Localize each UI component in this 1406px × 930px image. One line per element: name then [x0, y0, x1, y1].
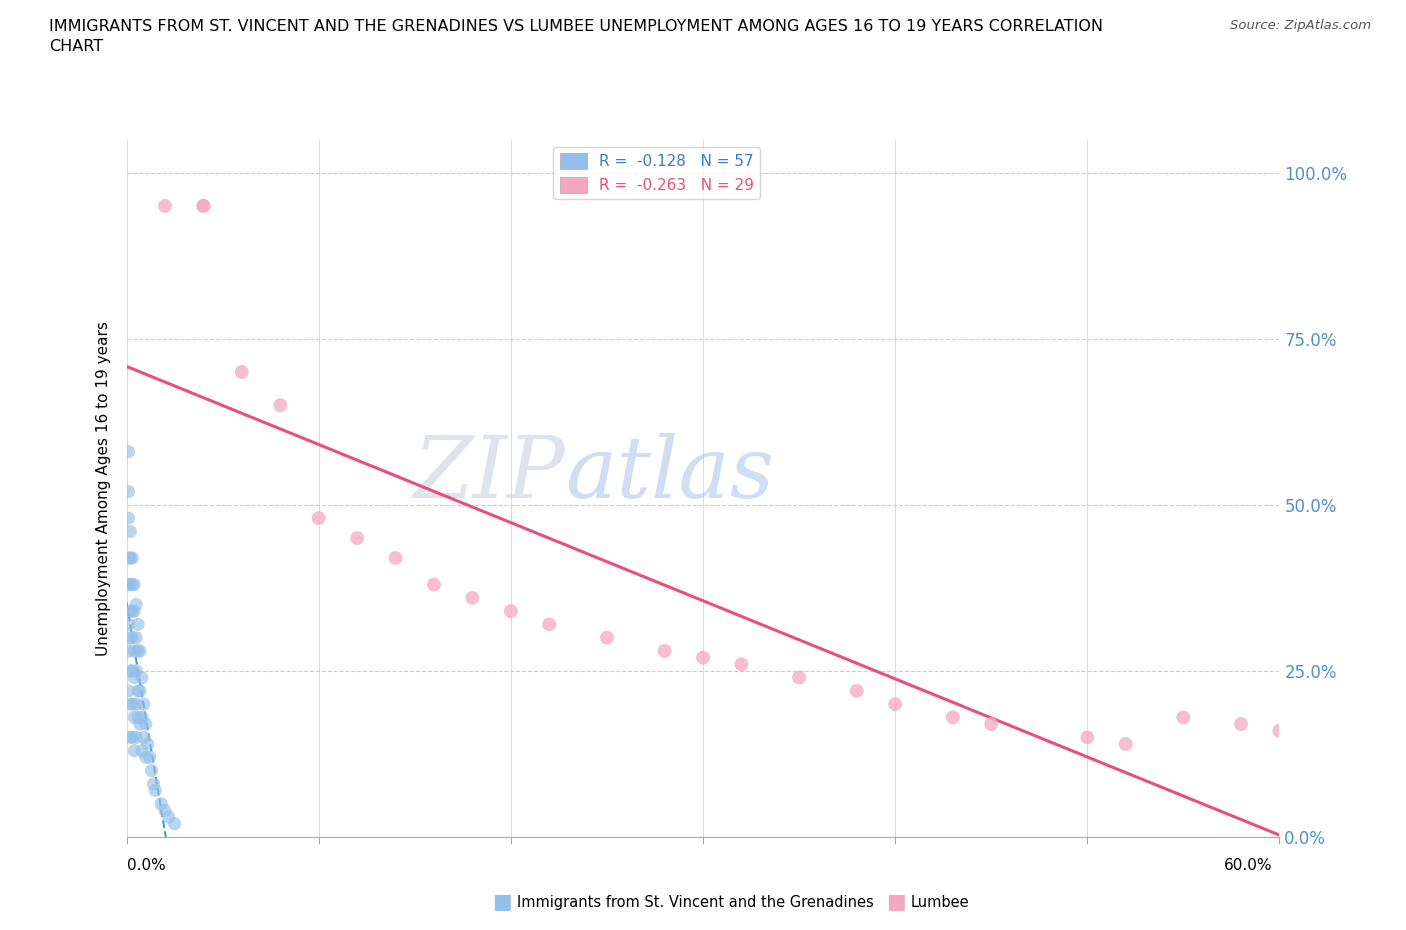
Point: [120, 730, 142, 745]
Text: Immigrants from St. Vincent and the Grenadines: Immigrants from St. Vincent and the Gren…: [517, 895, 875, 910]
Point: [1173, 710, 1195, 724]
Point: [120, 697, 142, 711]
Point: [129, 684, 152, 698]
Text: IMMIGRANTS FROM ST. VINCENT AND THE GRENADINES VS LUMBEE UNEMPLOYMENT AMONG AGES: IMMIGRANTS FROM ST. VINCENT AND THE GREN…: [49, 19, 1104, 33]
Point: [150, 796, 173, 811]
Point: [117, 551, 139, 565]
Text: 60.0%: 60.0%: [1225, 857, 1272, 872]
Point: [384, 551, 406, 565]
Point: [120, 524, 142, 538]
Point: [231, 365, 253, 379]
Point: [308, 511, 330, 525]
Point: [845, 684, 868, 698]
Point: [135, 750, 157, 764]
Legend: R =  -0.128   N = 57, R =  -0.263   N = 29: R = -0.128 N = 57, R = -0.263 N = 29: [554, 147, 761, 199]
Y-axis label: Unemployment Among Ages 16 to 19 years: Unemployment Among Ages 16 to 19 years: [96, 321, 111, 656]
Point: [1268, 724, 1291, 738]
Point: [117, 445, 139, 459]
Point: [122, 578, 145, 592]
Point: [122, 644, 145, 658]
Point: [942, 710, 965, 724]
Point: [141, 764, 163, 778]
Point: [117, 644, 139, 658]
Text: Lumbee: Lumbee: [911, 895, 970, 910]
Point: [132, 730, 155, 745]
Point: [131, 710, 153, 724]
Text: CHART: CHART: [49, 39, 103, 54]
Point: [125, 597, 148, 612]
Point: [499, 604, 522, 618]
Point: [269, 398, 291, 413]
Point: [138, 750, 160, 764]
Point: [117, 578, 139, 592]
Point: [423, 578, 446, 592]
Text: 0.0%: 0.0%: [127, 857, 166, 872]
Point: [117, 684, 139, 698]
Text: Source: ZipAtlas.com: Source: ZipAtlas.com: [1230, 19, 1371, 32]
Point: [117, 485, 139, 499]
Text: ■: ■: [492, 892, 512, 912]
Point: [120, 631, 142, 645]
Point: [346, 531, 368, 546]
Point: [127, 644, 149, 658]
Point: [193, 198, 215, 213]
Point: [125, 631, 148, 645]
Point: [884, 697, 907, 711]
Point: [122, 604, 145, 618]
Text: ZIP: ZIP: [413, 433, 565, 515]
Point: [1076, 730, 1098, 745]
Point: [117, 617, 139, 631]
Point: [127, 710, 149, 724]
Point: [120, 604, 142, 618]
Point: [153, 803, 176, 817]
Point: [142, 777, 165, 791]
Point: [117, 511, 139, 525]
Point: [129, 644, 152, 658]
Point: [121, 551, 143, 565]
Point: [129, 717, 152, 732]
Point: [121, 631, 143, 645]
Point: [125, 730, 148, 745]
Point: [730, 657, 752, 671]
Point: [131, 671, 153, 685]
Point: [122, 743, 145, 758]
Point: [654, 644, 676, 658]
Point: [132, 697, 155, 711]
Point: [125, 697, 148, 711]
Point: [122, 710, 145, 724]
Point: [163, 817, 186, 831]
Point: [120, 551, 142, 565]
Point: [120, 663, 142, 678]
Point: [131, 743, 153, 758]
Point: [153, 198, 176, 213]
Point: [538, 617, 561, 631]
Point: [135, 717, 157, 732]
Point: [157, 810, 180, 825]
Point: [121, 604, 143, 618]
Point: [1115, 737, 1137, 751]
Point: [120, 578, 142, 592]
Point: [692, 650, 714, 665]
Text: atlas: atlas: [565, 433, 773, 515]
Point: [127, 684, 149, 698]
Point: [121, 730, 143, 745]
Point: [125, 663, 148, 678]
Text: ■: ■: [886, 892, 905, 912]
Point: [122, 671, 145, 685]
Point: [787, 671, 810, 685]
Point: [1230, 717, 1253, 732]
Point: [121, 697, 143, 711]
Point: [121, 663, 143, 678]
Point: [461, 591, 484, 605]
Point: [193, 198, 215, 213]
Point: [596, 631, 619, 645]
Point: [127, 617, 149, 631]
Point: [136, 737, 159, 751]
Point: [121, 578, 143, 592]
Point: [980, 717, 1002, 732]
Point: [145, 783, 166, 798]
